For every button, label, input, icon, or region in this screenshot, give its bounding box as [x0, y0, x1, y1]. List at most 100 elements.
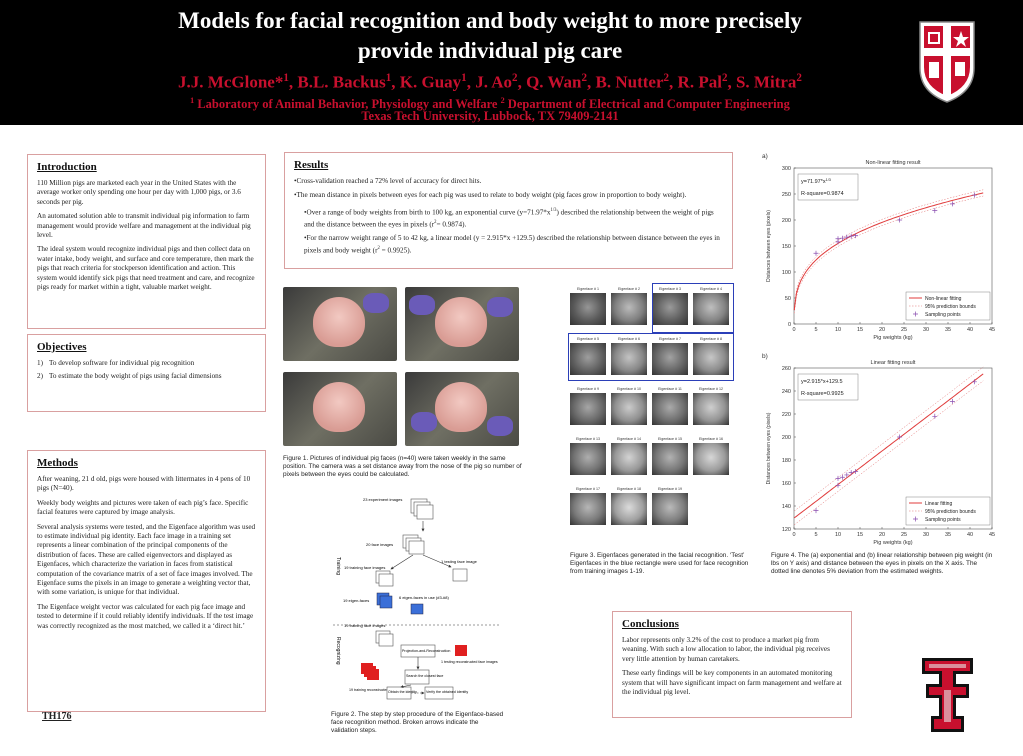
objective-text: To develop software for individual pig r…	[49, 359, 195, 367]
x-tick-label: 45	[989, 532, 995, 538]
eigenface-tile: Eigenface # 4	[693, 287, 729, 325]
y-tick-label: 150	[782, 244, 791, 250]
affil-text-1: Laboratory of Animal Behavior, Physiolog…	[194, 97, 501, 112]
conclusions-paragraph: These early findings will be key compone…	[622, 669, 842, 697]
results-sup: 1/3	[550, 207, 557, 213]
x-tick-label: 5	[814, 327, 817, 333]
methods-paragraph: After weaning, 21 d old, pigs were house…	[37, 475, 251, 493]
eigenface-tile: Eigenface # 18	[611, 487, 647, 525]
eigenface-label: Eigenface # 15	[658, 437, 682, 441]
x-tick-label: 5	[814, 532, 817, 538]
eigenface-label: Eigenface # 16	[699, 437, 723, 441]
affil-sup-1: 1	[190, 96, 195, 105]
poster-id: TH176	[42, 711, 72, 722]
sampling-point	[813, 508, 819, 514]
author-name: , J. Ao	[466, 72, 513, 92]
x-tick-label: 15	[857, 532, 863, 538]
r-square-text: R-square=0.9925	[801, 391, 844, 397]
legend-swatch	[913, 311, 918, 317]
x-tick-label: 25	[901, 327, 907, 333]
eigen-faces-stack	[376, 592, 393, 609]
eigen-faces-in-use	[410, 603, 424, 615]
y-tick-label: 120	[782, 527, 791, 533]
author-affil-sup: 2	[663, 72, 670, 84]
sampling-point	[844, 234, 850, 240]
flow-label: 19 training face images	[344, 623, 385, 628]
objective-item: 2) To estimate the body weight of pigs us…	[37, 372, 256, 381]
eigenface-image	[693, 343, 729, 375]
testing-image-box	[452, 568, 468, 582]
face-images-stack	[402, 534, 425, 555]
y-tick-label: 200	[782, 435, 791, 441]
results-sup: 2	[377, 245, 380, 251]
results-sup: 2	[434, 219, 437, 225]
x-tick-label: 20	[879, 327, 885, 333]
eigenface-tile: Eigenface # 19	[652, 487, 688, 525]
author-name: , B.L. Backus	[288, 72, 386, 92]
eigenface-label: Eigenface # 5	[577, 337, 599, 341]
sampling-point	[839, 474, 845, 480]
y-axis-label: Distances between eyes (pixels)	[766, 210, 772, 282]
results-section: Results •Cross-validation reached a 72% …	[284, 152, 733, 269]
results-paragraph: •The mean distance in pixels between eye…	[294, 191, 687, 200]
eigenface-label: Eigenface # 13	[576, 437, 600, 441]
eigenface-label: Eigenface # 4	[700, 287, 722, 291]
results-text: •For the narrow weight range of 5 to 42 …	[304, 234, 720, 255]
eigenface-label: Eigenface # 18	[617, 487, 641, 491]
conclusions-section: Conclusions Labor represents only 3.2% o…	[612, 611, 852, 718]
eigenface-image	[611, 343, 647, 375]
author-list: J.J. McGlone*1, B.L. Backus1, K. Guay1, …	[60, 68, 920, 93]
flow-label: 23 experiment images	[363, 497, 402, 502]
test-eigenfaces-highlight	[568, 333, 734, 381]
flow-label: 1 testing face image	[441, 559, 478, 564]
x-tick-label: 30	[923, 327, 929, 333]
sampling-point	[839, 235, 845, 241]
y-tick-label: 300	[782, 166, 791, 172]
flow-label: 6 eigen-faces in use (#3-#8)	[399, 595, 449, 600]
sampling-point	[932, 208, 938, 214]
experiment-images-stack	[410, 498, 434, 520]
eigenface-image	[652, 343, 688, 375]
flow-label: Obtain the identity	[388, 690, 417, 694]
eigenface-image	[611, 393, 647, 425]
university-seal-icon	[919, 21, 975, 103]
x-tick-label: 0	[792, 327, 795, 333]
figure-1-caption: Figure 1. Pictures of individual pig fac…	[283, 455, 522, 478]
texas-tech-logo-icon	[922, 658, 973, 732]
sampling-point	[848, 233, 854, 239]
author-affil-sup: 1	[385, 72, 392, 84]
eigenface-label: Eigenface # 10	[617, 387, 641, 391]
sampling-point	[813, 250, 819, 256]
nonlinear-fit-chart: 0 5 10 15 20 25 30 35 40 45 0 50 100 150 200 250 300 a) No…	[760, 150, 1000, 350]
linear-fit-chart: 0 5 10 15 20 25 30 35 40 45 120 140 160 180 200 220 240 2…	[760, 350, 1000, 555]
author-name: , K. Guay	[391, 72, 462, 92]
flow-label: 19 training face images	[344, 565, 385, 570]
prediction-bound-upper	[794, 366, 984, 512]
eigenface-image	[570, 393, 606, 425]
eigenface-tile: Eigenface # 8	[693, 337, 729, 375]
eigenface-tile: Eigenface # 7	[652, 337, 688, 375]
equation-exponent: 1/3	[826, 178, 831, 182]
eigenface-tile: Eigenface # 12	[693, 387, 729, 425]
y-tick-label: 140	[782, 504, 791, 510]
objectives-heading: Objectives	[37, 341, 87, 353]
y-tick-label: 260	[782, 366, 791, 372]
legend-box	[905, 496, 991, 526]
methods-paragraph: The Eigenface weight vector was calculat…	[37, 602, 254, 630]
figure-4-caption: Figure 4. The (a) exponential and (b) li…	[771, 552, 993, 575]
introduction-section: Introduction 110 Million pigs are market…	[27, 154, 266, 329]
results-linear: •For the narrow weight range of 5 to 42 …	[294, 234, 723, 255]
eigenface-tile: Eigenface # 10	[611, 387, 647, 425]
eigenface-tile: Eigenface # 14	[611, 437, 647, 475]
eigenface-image	[652, 493, 688, 525]
eigenface-image	[693, 443, 729, 475]
eigenface-image	[570, 493, 606, 525]
flow-label: Verify the obtained identity	[426, 690, 468, 694]
methods-paragraph: Weekly body weights and pictures were ta…	[37, 498, 249, 517]
eigenface-label: Eigenface # 7	[659, 337, 681, 341]
figure-2-caption: Figure 2. The step by step procedure of …	[331, 711, 504, 734]
y-tick-label: 220	[782, 412, 791, 418]
eigenface-image	[570, 443, 606, 475]
results-text: = 0.9925).	[379, 246, 412, 255]
y-tick-label: 0	[788, 322, 791, 328]
